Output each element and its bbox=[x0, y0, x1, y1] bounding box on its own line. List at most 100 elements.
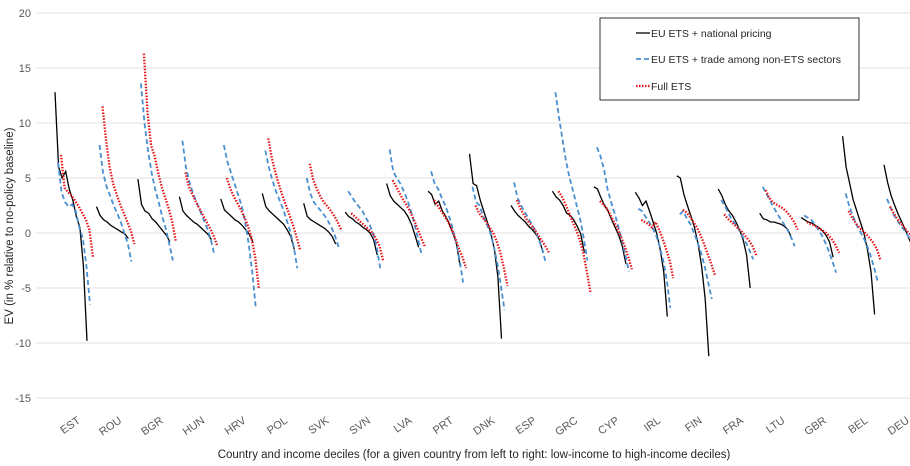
y-axis-title: EV (in % relative to no-policy baseline) bbox=[4, 127, 16, 324]
x-tick-label-dnk: DNK bbox=[471, 414, 497, 438]
legend: EU ETS + national pricing EU ETS + trade… bbox=[599, 17, 860, 101]
x-tick-label-bel: BEL bbox=[846, 415, 870, 437]
series-1-cyp bbox=[596, 146, 630, 272]
y-tick-label: -15 bbox=[15, 393, 31, 405]
series-1-fin bbox=[679, 209, 713, 300]
series-1-lva bbox=[388, 149, 423, 256]
y-tick-label: 5 bbox=[25, 173, 31, 185]
legend-label-full-ets: Full ETS bbox=[651, 81, 691, 93]
series-0-esp bbox=[510, 205, 544, 253]
series-2-gbr bbox=[806, 221, 841, 254]
series-1-grc bbox=[554, 92, 589, 261]
series-1-est bbox=[57, 162, 91, 305]
x-tick-label-esp: ESP bbox=[514, 415, 539, 437]
legend-label-national-pricing: EU ETS + national pricing bbox=[651, 28, 772, 40]
x-tick-label-pol: POL bbox=[265, 415, 290, 437]
x-tick-label-hun: HUN bbox=[181, 415, 207, 439]
series-2-cyp bbox=[599, 200, 634, 270]
series-1-pol bbox=[264, 150, 299, 269]
series-0-est bbox=[54, 92, 88, 341]
legend-label-trade-non-ets: EU ETS + trade among non-ETS sectors bbox=[651, 54, 841, 66]
series-0-irl bbox=[634, 191, 668, 317]
series-0-ltu bbox=[759, 212, 793, 239]
series-0-fra bbox=[717, 188, 751, 289]
series-1 bbox=[57, 83, 910, 311]
y-tick-label: -5 bbox=[21, 283, 31, 295]
series-0-svk bbox=[303, 203, 337, 245]
x-tick-label-cyp: CYP bbox=[596, 415, 621, 438]
x-tick-label-grc: GRC bbox=[553, 415, 580, 439]
x-tick-label-svk: SVK bbox=[307, 414, 332, 437]
series-0-bgr bbox=[137, 179, 171, 243]
x-tick-label-est: EST bbox=[58, 414, 83, 436]
series-2-ltu bbox=[764, 189, 799, 231]
series-0-bel bbox=[841, 136, 876, 315]
series-2-pol bbox=[267, 138, 302, 251]
series-2-svn bbox=[350, 212, 385, 261]
x-axis-tick-labels: EST ROU BGR HUN HRV POL SVK SVN LVA PRT DNK ESP GRC C… bbox=[58, 414, 910, 438]
series-0-prt bbox=[427, 190, 461, 267]
series-1-gbr bbox=[803, 214, 837, 273]
x-tick-label-prt: PRT bbox=[431, 414, 456, 436]
series-1-deu bbox=[886, 198, 910, 240]
series-2-grc bbox=[557, 190, 592, 293]
series-2-hun bbox=[184, 172, 219, 247]
y-axis-tick-labels: -15 -10 -5 0 5 10 15 20 bbox=[15, 8, 31, 405]
y-tick-label: 20 bbox=[19, 8, 31, 20]
series-1-dnk bbox=[471, 186, 506, 311]
series-1-irl bbox=[637, 208, 672, 308]
series-0-hun bbox=[178, 196, 212, 240]
series-0-grc bbox=[551, 190, 586, 253]
series-2-fin bbox=[682, 208, 716, 276]
series-2-svk bbox=[308, 163, 343, 232]
series-1-svk bbox=[305, 177, 340, 248]
series-lines bbox=[54, 53, 910, 357]
x-tick-label-gbr: GBR bbox=[802, 415, 828, 439]
series-2-rou bbox=[101, 106, 136, 245]
series-2-dnk bbox=[474, 205, 509, 287]
series-2 bbox=[59, 53, 910, 293]
y-tick-label: 10 bbox=[19, 118, 31, 130]
series-2-irl bbox=[640, 218, 675, 279]
series-2-esp bbox=[515, 199, 551, 254]
y-tick-label: 15 bbox=[19, 63, 31, 75]
series-1-bel bbox=[844, 193, 879, 282]
series-2-est bbox=[59, 154, 95, 258]
series-1-hrv bbox=[222, 144, 257, 308]
series-2-prt bbox=[433, 199, 468, 269]
x-tick-label-fin: FIN bbox=[683, 415, 704, 435]
series-1-fra bbox=[720, 199, 755, 260]
x-tick-label-bgr: BGR bbox=[139, 415, 165, 439]
series-0-dnk bbox=[468, 153, 503, 339]
series-1-prt bbox=[430, 171, 464, 283]
series-1-svn bbox=[347, 190, 382, 269]
x-tick-label-ltu: LTU bbox=[764, 415, 787, 436]
series-0-rou bbox=[95, 206, 129, 239]
x-tick-label-rou: ROU bbox=[97, 415, 124, 439]
series-2-hrv bbox=[225, 177, 260, 289]
series-0-svn bbox=[344, 211, 378, 256]
series-0-cyp bbox=[593, 186, 627, 264]
series-0 bbox=[54, 92, 910, 357]
x-tick-label-hrv: HRV bbox=[223, 414, 249, 437]
series-2-deu bbox=[888, 206, 910, 236]
y-tick-label: 0 bbox=[25, 228, 31, 240]
x-tick-label-fra: FRA bbox=[721, 414, 746, 437]
series-1-bgr bbox=[140, 83, 174, 261]
series-0-lva bbox=[385, 183, 420, 248]
series-1-rou bbox=[98, 144, 133, 262]
x-axis-title: Country and income deciles (for a given … bbox=[218, 449, 731, 461]
series-2-fra bbox=[723, 213, 758, 256]
series-1-esp bbox=[513, 182, 547, 265]
series-2-bgr bbox=[142, 53, 178, 243]
series-0-fin bbox=[676, 175, 710, 357]
x-tick-label-lva: LVA bbox=[392, 414, 415, 435]
series-0-deu bbox=[883, 164, 910, 243]
y-tick-label: -10 bbox=[15, 338, 31, 350]
x-tick-label-svn: SVN bbox=[347, 415, 372, 438]
series-0-pol bbox=[261, 193, 295, 250]
x-tick-label-deu: DEU bbox=[886, 415, 910, 438]
series-0-hrv bbox=[220, 198, 254, 243]
series-2-lva bbox=[391, 179, 426, 247]
